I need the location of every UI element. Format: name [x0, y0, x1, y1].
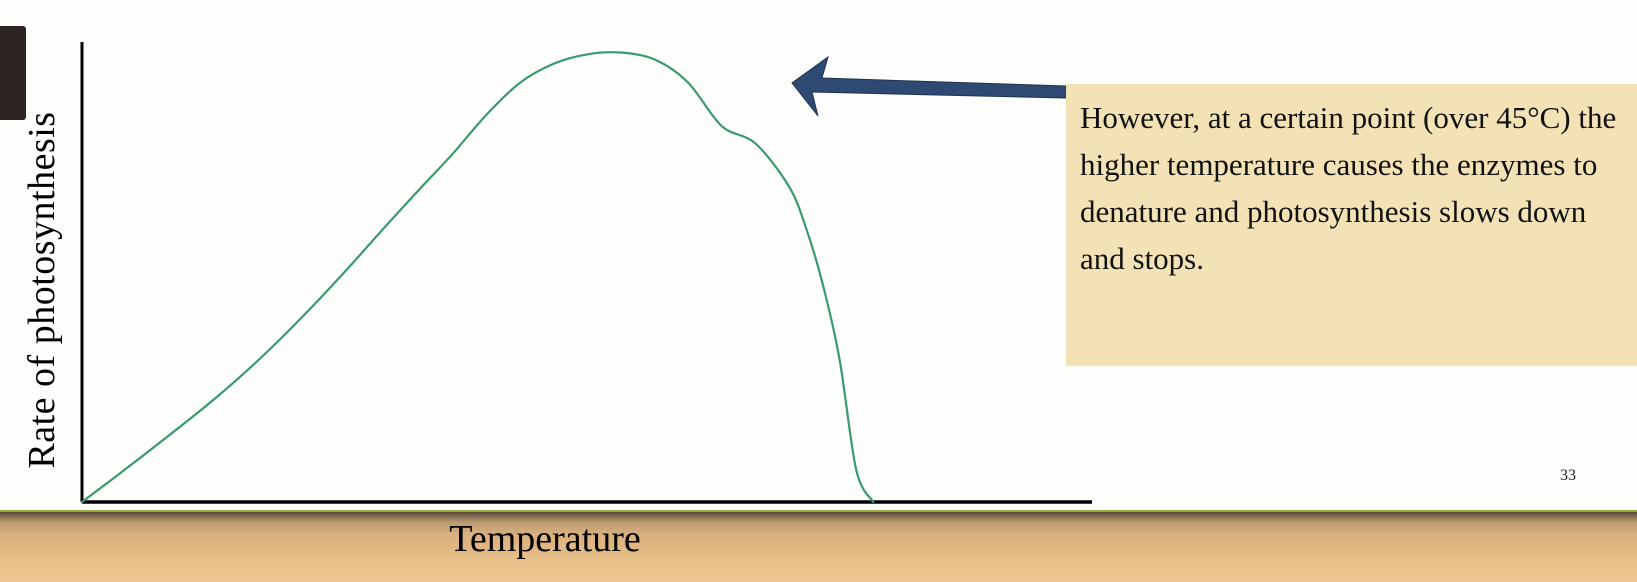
page-number: 33 [1560, 467, 1576, 484]
curve-points [81, 52, 874, 504]
rate-curve [80, 51, 875, 504]
annotation-text: However, at a certain point (over 45°C) … [1080, 100, 1617, 276]
slide-floor-band [0, 512, 1637, 582]
x-axis-label: Temperature [449, 518, 641, 560]
annotation-box: However, at a certain point (over 45°C) … [1066, 84, 1637, 366]
callout-arrow [791, 55, 1067, 117]
slide-edge-tab [0, 26, 26, 120]
y-axis-label: Rate of photosynthesis [21, 111, 63, 469]
